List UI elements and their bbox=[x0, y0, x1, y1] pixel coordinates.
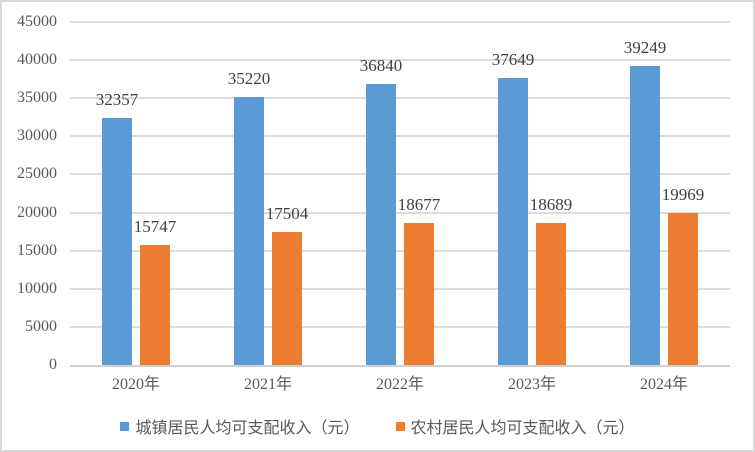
y-gridline bbox=[70, 21, 730, 23]
data-label-series1-cat5: 39249 bbox=[623, 37, 667, 57]
y-gridline bbox=[70, 287, 730, 290]
legend: 城镇居民人均可支配收入（元） 农村居民人均可支配收入（元） bbox=[2, 414, 753, 438]
legend-swatch-icon bbox=[120, 421, 130, 431]
bar-series1-cat4 bbox=[498, 78, 528, 365]
data-label-series2-cat4: 18689 bbox=[529, 194, 573, 214]
legend-item-series2: 农村居民人均可支配收入（元） bbox=[395, 414, 635, 438]
data-label-series2-cat5: 19969 bbox=[661, 184, 705, 204]
y-axis-tick-label: 30000 bbox=[17, 127, 57, 145]
y-axis-tick-label: 25000 bbox=[17, 165, 57, 183]
data-label-series2-cat3: 18677 bbox=[397, 194, 441, 214]
data-label-series1-cat2: 35220 bbox=[227, 68, 271, 88]
data-label-series1-cat1: 32357 bbox=[95, 90, 139, 110]
bar-series1-cat2 bbox=[234, 96, 264, 365]
y-axis-tick-label: 0 bbox=[49, 356, 57, 373]
y-gridline bbox=[70, 325, 730, 328]
y-axis-tick-label: 5000 bbox=[25, 317, 57, 335]
y-axis-tick-label: 45000 bbox=[17, 13, 57, 30]
bar-series2-cat1 bbox=[140, 244, 170, 365]
x-axis-category-label: 2022年 bbox=[375, 376, 424, 393]
legend-label: 城镇居民人均可支配收入（元） bbox=[135, 420, 360, 437]
y-gridline bbox=[70, 173, 730, 176]
y-gridline bbox=[70, 97, 730, 100]
y-gridline bbox=[70, 249, 730, 252]
y-axis-tick-label: 15000 bbox=[17, 241, 57, 259]
y-axis-tick-label: 35000 bbox=[17, 89, 57, 107]
data-label-series1-cat4: 37649 bbox=[491, 50, 535, 70]
x-axis-category-label: 2024年 bbox=[639, 376, 688, 393]
data-label-series2-cat1: 15747 bbox=[133, 216, 177, 236]
y-gridline bbox=[70, 59, 730, 62]
bar-series1-cat3 bbox=[366, 84, 396, 365]
x-axis-category-label: 2023年 bbox=[507, 376, 556, 393]
data-label-series2-cat2: 17504 bbox=[265, 203, 309, 223]
bar-series1-cat1 bbox=[102, 118, 132, 365]
legend-swatch-icon bbox=[395, 421, 405, 431]
data-label-series1-cat3: 36840 bbox=[359, 56, 403, 76]
y-axis-tick-label: 10000 bbox=[17, 279, 57, 297]
x-axis-category-label: 2020年 bbox=[111, 376, 160, 393]
legend-label: 农村居民人均可支配收入（元） bbox=[410, 420, 635, 437]
bar-series2-cat3 bbox=[404, 222, 434, 365]
y-gridline bbox=[70, 135, 730, 138]
bar-series2-cat2 bbox=[272, 231, 302, 365]
y-gridline bbox=[70, 211, 730, 214]
y-axis-tick-label: 20000 bbox=[17, 203, 57, 221]
x-axis-line bbox=[70, 365, 730, 367]
legend-item-series1: 城镇居民人均可支配收入（元） bbox=[120, 414, 360, 438]
bar-series2-cat5 bbox=[668, 212, 698, 365]
bar-series2-cat4 bbox=[536, 222, 566, 365]
x-axis-category-label: 2021年 bbox=[243, 376, 292, 393]
y-axis-tick-label: 40000 bbox=[17, 51, 57, 69]
bar-series1-cat5 bbox=[630, 65, 660, 365]
